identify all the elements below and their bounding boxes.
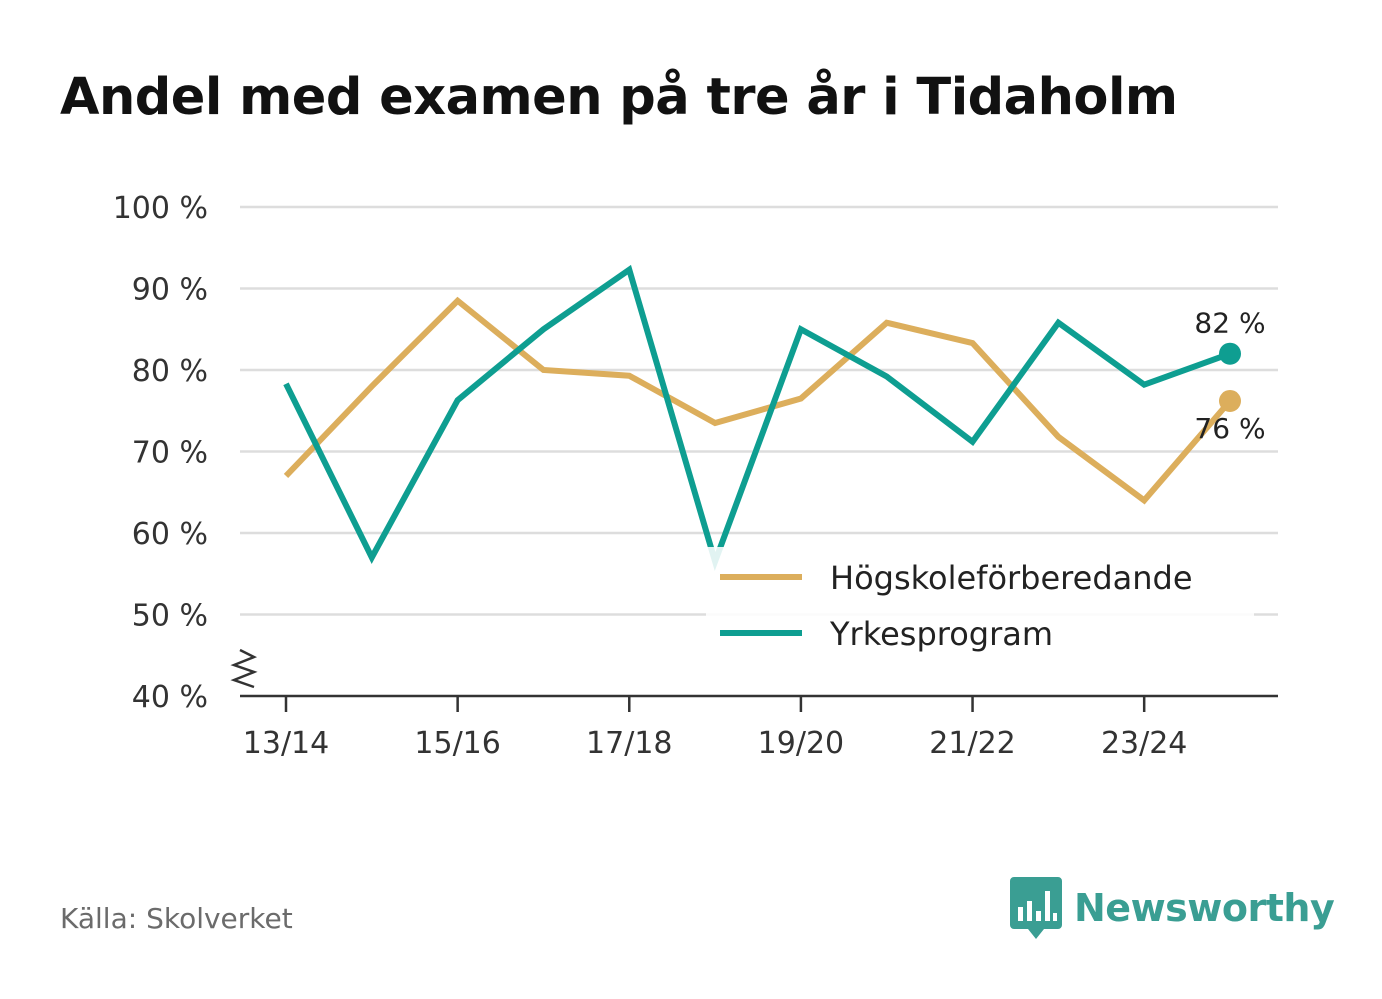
brand-name: Newsworthy xyxy=(1074,886,1335,930)
x-tick-label-15/16: 15/16 xyxy=(414,726,500,761)
x-axis xyxy=(230,648,1278,698)
series-line-yrkesprogram xyxy=(283,264,1232,572)
y-tick-label-100: 100 % xyxy=(113,191,208,226)
chart-title: Andel med examen på tre år i Tidaholm xyxy=(60,68,1178,127)
series-lines xyxy=(283,264,1233,572)
legend-label-hogskoleforberedande: Högskoleförberedande xyxy=(830,559,1193,597)
end-label-yrkesprogram: 82 % xyxy=(1194,307,1265,340)
gridlines xyxy=(240,205,1278,616)
brand-logo: Newsworthy xyxy=(1010,877,1335,939)
x-tick-label-17/18: 17/18 xyxy=(586,726,672,761)
y-tick-label-90: 90 % xyxy=(132,273,208,308)
source-note: Källa: Skolverket xyxy=(60,902,293,935)
end-point-yrkesprogram xyxy=(1219,342,1241,365)
y-tick-label-70: 70 % xyxy=(132,436,208,471)
x-axis-ticks: 13/14 15/16 17/18 19/20 21/22 23/24 xyxy=(243,696,1187,761)
bar-chart-speech-bubble-icon xyxy=(1010,877,1062,939)
end-markers: 76 % 82 % xyxy=(1194,307,1265,445)
y-tick-label-80: 80 % xyxy=(132,354,208,389)
series-line-hogskoleforberedande xyxy=(283,296,1233,505)
x-tick-label-21/22: 21/22 xyxy=(929,726,1015,761)
end-point-hogskoleforberedande xyxy=(1219,389,1241,412)
x-tick-label-23/24: 23/24 xyxy=(1101,726,1187,761)
y-axis-ticks: 40 % 50 % 60 % 70 % 80 % 90 % 100 % xyxy=(113,191,208,715)
x-tick-label-19/20: 19/20 xyxy=(758,726,844,761)
legend-background xyxy=(706,547,1254,663)
legend-label-yrkesprogram: Yrkesprogram xyxy=(829,615,1053,653)
y-tick-label-50: 50 % xyxy=(132,599,208,634)
end-label-hogskoleforberedande: 76 % xyxy=(1194,412,1265,445)
y-tick-label-40: 40 % xyxy=(132,680,208,715)
y-axis-break-marker xyxy=(230,648,258,689)
legend: Högskoleförberedande Yrkesprogram xyxy=(706,547,1254,663)
x-tick-label-13/14: 13/14 xyxy=(243,726,329,761)
y-tick-label-60: 60 % xyxy=(132,517,208,552)
